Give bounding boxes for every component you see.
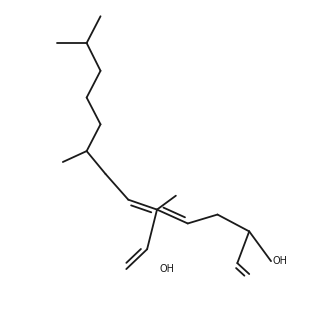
Text: OH: OH <box>160 264 175 274</box>
Text: OH: OH <box>272 256 287 266</box>
